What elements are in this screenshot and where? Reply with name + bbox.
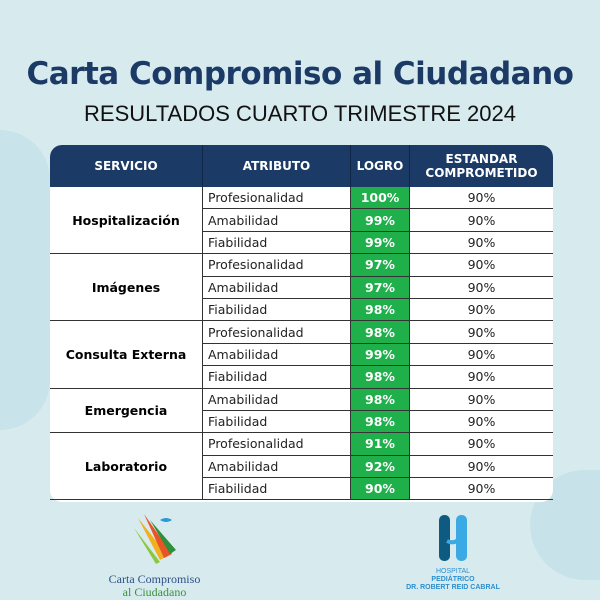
carta-compromiso-emblem-icon xyxy=(133,514,176,564)
estandar-cell: 90% xyxy=(410,433,553,456)
atributo-cell: Fiabilidad xyxy=(203,366,351,389)
estandar-cell: 90% xyxy=(410,254,553,277)
atributo-cell: Amabilidad xyxy=(203,388,351,411)
header-estandar: ESTANDAR COMPROMETIDO xyxy=(410,145,553,187)
header-atributo: ATRIBUTO xyxy=(203,145,351,187)
table-row: Amabilidad 99% 90% xyxy=(50,343,553,367)
hospital-text-line1: HOSPITAL xyxy=(435,568,471,575)
atributo-cell: Profesionalidad xyxy=(203,254,351,277)
estandar-cell: 90% xyxy=(410,389,553,411)
background-shape xyxy=(0,130,50,430)
hospital-text-line3: DR. ROBERT REID CABRAL xyxy=(406,584,500,591)
estandar-cell: 90% xyxy=(410,478,553,501)
estandar-cell: 90% xyxy=(410,411,553,434)
estandar-cell: 90% xyxy=(410,366,553,389)
servicio-cell: Hospitalización xyxy=(50,187,203,255)
atributo-cell: Profesionalidad xyxy=(203,321,351,344)
atributo-cell: Amabilidad xyxy=(203,276,351,299)
logro-cell: 100% xyxy=(351,187,410,210)
atributo-cell: Fiabilidad xyxy=(203,298,351,322)
table-row: Laboratorio Profesionalidad 91% 90% xyxy=(50,433,553,501)
table-row: Hospitalización Profesionalidad 100% 90% xyxy=(50,187,553,255)
estandar-cell: 90% xyxy=(410,232,553,255)
logro-cell: 90% xyxy=(351,478,410,501)
header-logro: LOGRO xyxy=(351,145,410,187)
estandar-cell: 90% xyxy=(410,209,553,232)
logo-text-line2: al Ciudadano xyxy=(122,585,187,599)
table-row: Fiabilidad 98% 90% xyxy=(50,298,553,322)
atributo-cell: Profesionalidad xyxy=(203,187,351,210)
atributo-cell: Fiabilidad xyxy=(203,478,351,501)
servicio-cell: Consulta Externa xyxy=(50,321,203,389)
logro-cell: 99% xyxy=(351,231,410,255)
estandar-cell: 90% xyxy=(410,299,553,322)
atributo-cell: Amabilidad xyxy=(203,209,351,232)
logro-cell: 91% xyxy=(351,433,410,456)
servicio-cell: Imágenes xyxy=(50,254,203,322)
logro-cell: 98% xyxy=(351,388,410,411)
page-subtitle: RESULTADOS CUARTO TRIMESTRE 2024 xyxy=(84,101,516,126)
carta-compromiso-logo: Carta Compromiso al Ciudadano xyxy=(92,510,217,599)
table-row: Amabilidad 97% 90% xyxy=(50,276,553,299)
hospital-text-line2: PEDIÁTRICO xyxy=(431,576,475,583)
table-row: Consulta Externa Profesionalidad 98% 90% xyxy=(50,321,553,389)
table-row: Fiabilidad 98% 90% xyxy=(50,366,553,389)
estandar-cell: 90% xyxy=(410,321,553,344)
table-row: Imágenes Profesionalidad 97% 90% xyxy=(50,254,553,322)
estandar-cell: 90% xyxy=(410,344,553,367)
atributo-cell: Amabilidad xyxy=(203,343,351,367)
table-row: Amabilidad 99% 90% xyxy=(50,209,553,232)
hospital-logo: HOSPITAL PEDIÁTRICO DR. ROBERT REID CABR… xyxy=(398,513,508,592)
estandar-cell: 90% xyxy=(410,187,553,210)
results-table: SERVICIO ATRIBUTO LOGRO ESTANDAR COMPROM… xyxy=(50,145,553,501)
atributo-cell: Profesionalidad xyxy=(203,433,351,456)
table-row: Fiabilidad 90% 90% xyxy=(50,478,553,501)
servicio-cell: Emergencia xyxy=(50,388,203,434)
table-row: Amabilidad 92% 90% xyxy=(50,455,553,479)
page-title: Carta Compromiso al Ciudadano xyxy=(26,56,574,92)
hospital-h-icon xyxy=(439,515,467,561)
logro-cell: 98% xyxy=(351,366,410,389)
atributo-cell: Amabilidad xyxy=(203,455,351,479)
table-row: Emergencia Amabilidad 98% 90% xyxy=(50,388,553,434)
logro-cell: 98% xyxy=(351,410,410,434)
logro-cell: 99% xyxy=(351,343,410,367)
atributo-cell: Fiabilidad xyxy=(203,410,351,434)
estandar-cell: 90% xyxy=(410,456,553,479)
logro-cell: 97% xyxy=(351,276,410,299)
logro-cell: 98% xyxy=(351,298,410,322)
logro-cell: 92% xyxy=(351,455,410,479)
logro-cell: 98% xyxy=(351,321,410,344)
logro-cell: 97% xyxy=(351,254,410,277)
estandar-cell: 90% xyxy=(410,277,553,299)
table-row: Fiabilidad 99% 90% xyxy=(50,231,553,255)
logro-cell: 99% xyxy=(351,209,410,232)
servicio-cell: Laboratorio xyxy=(50,433,203,501)
table-row: Fiabilidad 98% 90% xyxy=(50,410,553,434)
header-servicio: SERVICIO xyxy=(50,145,203,187)
atributo-cell: Fiabilidad xyxy=(203,231,351,255)
logo-text-line1: Carta Compromiso xyxy=(108,572,201,586)
results-table-container: SERVICIO ATRIBUTO LOGRO ESTANDAR COMPROM… xyxy=(50,145,553,502)
